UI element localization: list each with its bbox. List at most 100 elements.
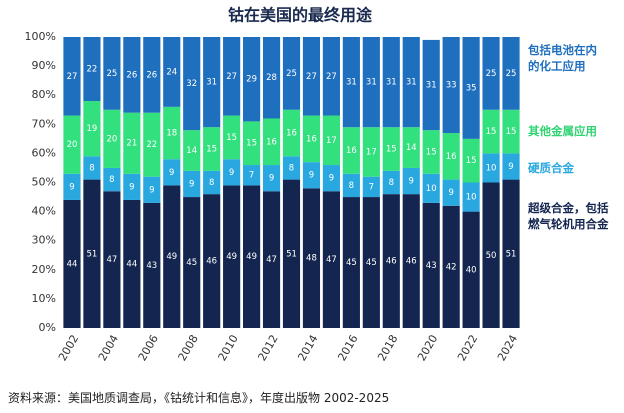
bar-segment bbox=[482, 109, 500, 154]
x-tick-label: 2014 bbox=[295, 333, 320, 364]
bar-segment bbox=[223, 159, 241, 186]
value-label: 8 bbox=[209, 178, 214, 188]
source-note: 资料来源：美国地质调查局，《钴统计和信息》，年度出版物 2002-2025 bbox=[8, 391, 390, 405]
bar-segment bbox=[422, 173, 440, 203]
bar-segment bbox=[203, 170, 221, 195]
value-label: 31 bbox=[346, 78, 357, 88]
bar-segment bbox=[103, 191, 121, 328]
value-label: 15 bbox=[466, 156, 477, 166]
value-label: 50 bbox=[486, 251, 497, 261]
bar-segment bbox=[502, 109, 520, 154]
y-tick-label: 70% bbox=[32, 117, 56, 130]
value-label: 45 bbox=[346, 258, 357, 268]
value-label: 35 bbox=[466, 83, 477, 93]
bar-segment bbox=[63, 115, 81, 174]
value-label: 20 bbox=[106, 134, 117, 144]
bar-segment bbox=[83, 156, 101, 180]
value-label: 8 bbox=[389, 178, 394, 188]
value-label: 47 bbox=[326, 255, 337, 265]
y-tick-label: 60% bbox=[32, 146, 56, 159]
bar-segment bbox=[282, 156, 301, 180]
bar-segment bbox=[163, 106, 181, 160]
legend-entry: 硬质合金 bbox=[528, 161, 574, 175]
x-tick-label: 2004 bbox=[96, 333, 121, 364]
x-tick-label: 2024 bbox=[495, 333, 520, 364]
value-label: 8 bbox=[289, 163, 294, 173]
value-label: 27 bbox=[306, 72, 317, 82]
value-label: 19 bbox=[87, 124, 98, 134]
value-label: 8 bbox=[349, 181, 354, 191]
value-label: 10 bbox=[466, 193, 477, 203]
y-tick-label: 0% bbox=[39, 321, 56, 334]
bar-segment bbox=[422, 202, 440, 328]
value-label: 15 bbox=[246, 139, 257, 149]
x-tick-label: 2016 bbox=[335, 333, 360, 364]
bar-segment bbox=[223, 37, 241, 116]
y-tick-label: 40% bbox=[32, 205, 56, 218]
bar-segment bbox=[342, 37, 360, 128]
value-label: 49 bbox=[246, 252, 257, 262]
value-label: 47 bbox=[266, 255, 277, 265]
value-label: 9 bbox=[129, 182, 134, 192]
value-label: 31 bbox=[206, 78, 217, 88]
bar-segment bbox=[422, 39, 440, 131]
value-label: 27 bbox=[226, 72, 237, 82]
value-label: 31 bbox=[406, 78, 417, 88]
bar-segment bbox=[143, 176, 161, 203]
bar-segment bbox=[243, 37, 261, 122]
bar-segment bbox=[422, 130, 440, 174]
value-label: 8 bbox=[109, 175, 114, 185]
value-label: 25 bbox=[486, 69, 497, 79]
bar-segment bbox=[322, 165, 340, 192]
bar-segment bbox=[362, 127, 380, 177]
x-tick-label: 2018 bbox=[375, 333, 400, 364]
legend-entry: 其他金属应用 bbox=[528, 124, 597, 138]
bar-segment bbox=[123, 112, 141, 174]
bar-segment bbox=[282, 37, 301, 110]
value-label: 48 bbox=[306, 254, 317, 264]
bar-segment bbox=[183, 170, 201, 198]
value-label: 9 bbox=[409, 177, 414, 187]
bar-segment bbox=[143, 202, 161, 328]
bar-segment bbox=[302, 115, 321, 163]
value-label: 22 bbox=[87, 65, 98, 75]
value-label: 31 bbox=[366, 78, 377, 88]
value-label: 14 bbox=[186, 146, 197, 156]
value-label: 47 bbox=[106, 255, 117, 265]
value-label: 49 bbox=[166, 252, 177, 262]
legend-entry: 包括电池在内的化工应用 bbox=[528, 43, 597, 73]
value-label: 16 bbox=[306, 134, 317, 144]
bar-segment bbox=[123, 37, 141, 113]
bar-segment bbox=[482, 37, 500, 110]
bar-segment bbox=[362, 176, 380, 198]
bar-segment bbox=[442, 179, 460, 206]
value-label: 9 bbox=[309, 171, 314, 181]
value-label: 15 bbox=[486, 127, 497, 137]
bar-segment bbox=[322, 115, 340, 166]
value-label: 26 bbox=[146, 70, 157, 80]
value-label: 9 bbox=[69, 182, 74, 192]
bar-segment bbox=[83, 179, 101, 328]
bar-segment bbox=[342, 127, 360, 174]
value-label: 51 bbox=[87, 249, 98, 259]
value-label: 15 bbox=[506, 127, 517, 137]
bar-segment bbox=[342, 173, 360, 198]
bar-segment bbox=[83, 101, 101, 157]
y-tick-label: 90% bbox=[32, 59, 56, 72]
bar-segment bbox=[203, 37, 221, 128]
value-label: 46 bbox=[386, 257, 397, 267]
bar-segment bbox=[382, 170, 400, 195]
bar-segment bbox=[402, 37, 420, 128]
value-label: 15 bbox=[386, 145, 397, 155]
value-label: 9 bbox=[169, 168, 174, 178]
bar-segment bbox=[322, 37, 340, 116]
value-label: 24 bbox=[166, 67, 177, 77]
value-label: 10 bbox=[486, 163, 497, 173]
bar-segment bbox=[63, 199, 81, 328]
value-label: 25 bbox=[106, 69, 117, 79]
y-tick-label: 10% bbox=[32, 292, 56, 305]
value-label: 31 bbox=[386, 78, 397, 88]
bar-segment bbox=[63, 173, 81, 200]
value-label: 44 bbox=[126, 259, 137, 269]
bar-segment bbox=[103, 167, 121, 192]
